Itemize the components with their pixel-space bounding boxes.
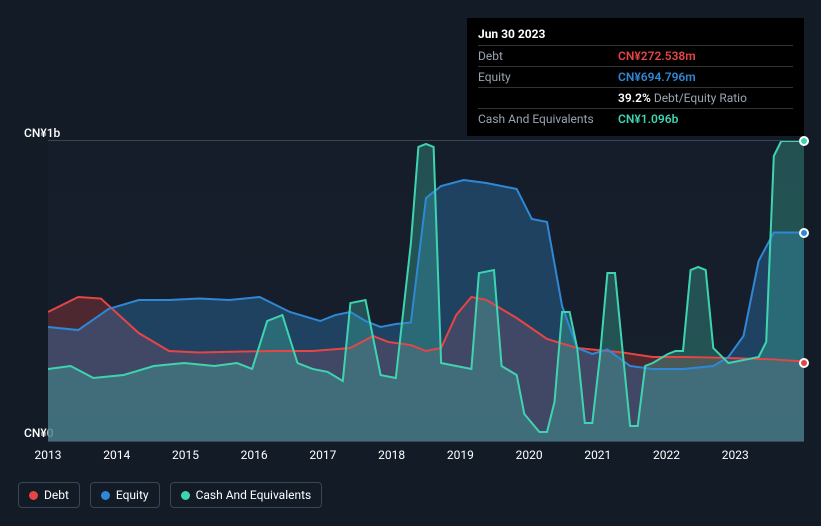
tooltip-row: 39.2% Debt/Equity Ratio [478,87,793,108]
series-marker-equity [799,228,809,238]
legend-item-cash[interactable]: Cash And Equivalents [170,482,323,508]
chart-svg [48,141,804,441]
series-marker-debt [799,358,809,368]
legend-dot-icon [101,491,110,500]
x-axis: 2013201420152016201720182019202020212022… [48,448,804,466]
tooltip-row-label [478,91,598,105]
x-axis-tick: 2018 [378,448,405,462]
chart-legend: Debt Equity Cash And Equivalents [18,482,322,508]
legend-label: Cash And Equivalents [196,488,312,502]
x-axis-tick: 2023 [722,448,749,462]
tooltip-row: Debt CN¥272.538m [478,45,793,66]
tooltip-row-value: 39.2% [618,91,651,105]
y-axis-max-label: CN¥1b [24,126,60,140]
x-axis-tick: 2013 [35,448,62,462]
tooltip-row-label: Cash And Equivalents [478,112,598,126]
tooltip-row: Cash And Equivalents CN¥1.096b [478,108,793,129]
tooltip-row-suffix: Debt/Equity Ratio [651,91,747,105]
legend-dot-icon [181,491,190,500]
legend-item-equity[interactable]: Equity [90,482,160,508]
tooltip-row-value: CN¥272.538m [618,49,696,63]
tooltip-row-label: Debt [478,49,598,63]
tooltip-row-value: CN¥1.096b [618,112,678,126]
series-marker-cash [799,136,809,146]
chart-tooltip: Jun 30 2023 Debt CN¥272.538m Equity CN¥694.… [467,18,804,136]
tooltip-row-label: Equity [478,70,598,84]
tooltip-row-value: CN¥694.796m [618,70,696,84]
series-area-cash [48,141,804,441]
x-axis-tick: 2014 [103,448,130,462]
legend-item-debt[interactable]: Debt [18,482,80,508]
tooltip-row: Equity CN¥694.796m [478,66,793,87]
legend-label: Equity [116,488,149,502]
legend-dot-icon [29,491,38,500]
legend-label: Debt [44,488,69,502]
x-axis-tick: 2021 [584,448,611,462]
tooltip-rows: Debt CN¥272.538m Equity CN¥694.796m 39.2% De… [478,45,793,129]
tooltip-date: Jun 30 2023 [478,25,793,45]
x-axis-tick: 2020 [516,448,543,462]
x-axis-tick: 2017 [309,448,336,462]
x-axis-tick: 2015 [172,448,199,462]
x-axis-tick: 2022 [653,448,680,462]
x-axis-tick: 2019 [447,448,474,462]
chart-plot-area[interactable] [48,140,804,442]
x-axis-tick: 2016 [241,448,268,462]
